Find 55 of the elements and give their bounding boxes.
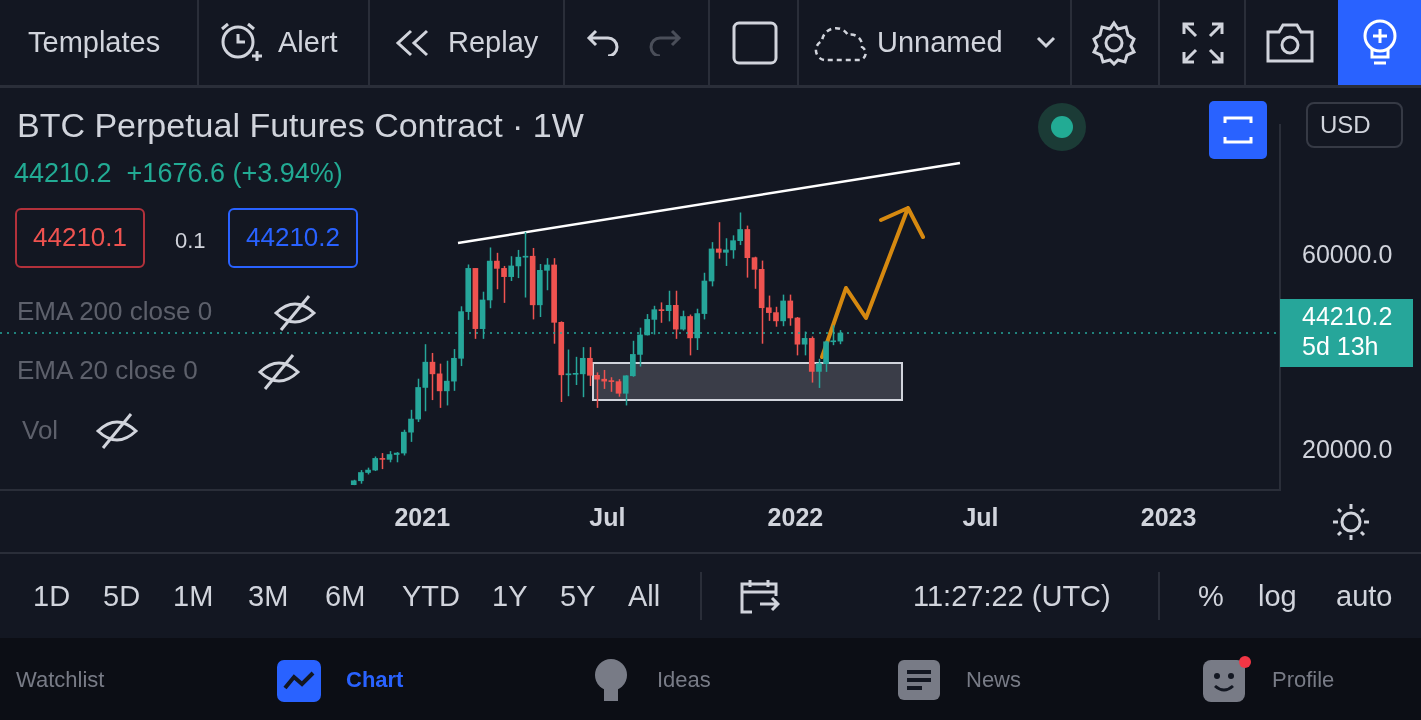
text: Unnamed — [877, 26, 1003, 60]
candlestick — [780, 293, 786, 327]
text: Ideas — [657, 667, 711, 693]
text: YTD — [402, 580, 460, 614]
text: 6M — [325, 580, 366, 614]
text: News — [966, 667, 1022, 693]
chart-title: BTC Perpetual Futures Contract · 1W — [17, 106, 584, 146]
candlestick — [408, 409, 414, 443]
x-tick-label: Jul — [962, 502, 999, 531]
annotation: 44210.2 — [228, 208, 358, 268]
text: Profile — [1272, 667, 1335, 693]
candlestick — [751, 255, 758, 290]
text: 1M — [173, 580, 214, 614]
text: USD — [1306, 102, 1403, 148]
text: 11:27:22 (UTC) — [913, 580, 1111, 614]
text: % — [1198, 580, 1224, 614]
candlestick — [508, 255, 515, 282]
text: auto — [1336, 580, 1393, 614]
text: Watchlist — [16, 667, 105, 693]
candlestick — [715, 221, 722, 260]
candlestick — [579, 346, 586, 398]
text: Templates — [28, 26, 161, 60]
candlestick — [687, 313, 693, 357]
text: log — [1258, 580, 1297, 614]
candlestick — [522, 231, 529, 299]
text: 5D — [103, 580, 141, 614]
candlestick — [658, 301, 665, 324]
annotation: 0.1 — [175, 228, 206, 254]
candlestick — [572, 356, 579, 386]
text: All — [628, 580, 661, 614]
x-tick-label: 2021 — [394, 502, 451, 531]
text: 1Y — [492, 580, 528, 614]
candlestick — [723, 237, 729, 267]
text: Alert — [278, 26, 338, 60]
text: 3M — [248, 580, 289, 614]
annotation: EMA 200 close 0 — [17, 296, 213, 327]
y-tick-label: 20000.0 — [1302, 434, 1393, 463]
text: Chart — [346, 667, 404, 693]
candlestick — [401, 428, 407, 457]
text: 5Y — [560, 580, 596, 614]
candlestick — [565, 348, 572, 397]
text: Replay — [448, 26, 539, 60]
candlestick — [680, 309, 686, 332]
y-tick-label: 60000.0 — [1302, 240, 1393, 269]
x-tick-label: 2022 — [767, 502, 824, 531]
ref-line-label: 44210.2 5d 13h — [1302, 301, 1393, 360]
annotation: EMA 20 close 0 — [17, 355, 198, 386]
text: 44210.2 +1676.6 (+3.94%) — [14, 158, 343, 190]
candlestick — [787, 293, 794, 327]
candlestick — [443, 359, 450, 407]
annotation: 44210.1 — [15, 208, 145, 268]
x-tick-label: Jul — [589, 502, 626, 531]
text: 1D — [33, 580, 71, 614]
annotation: Vol — [22, 415, 59, 446]
x-tick-label: 2023 — [1140, 502, 1197, 531]
